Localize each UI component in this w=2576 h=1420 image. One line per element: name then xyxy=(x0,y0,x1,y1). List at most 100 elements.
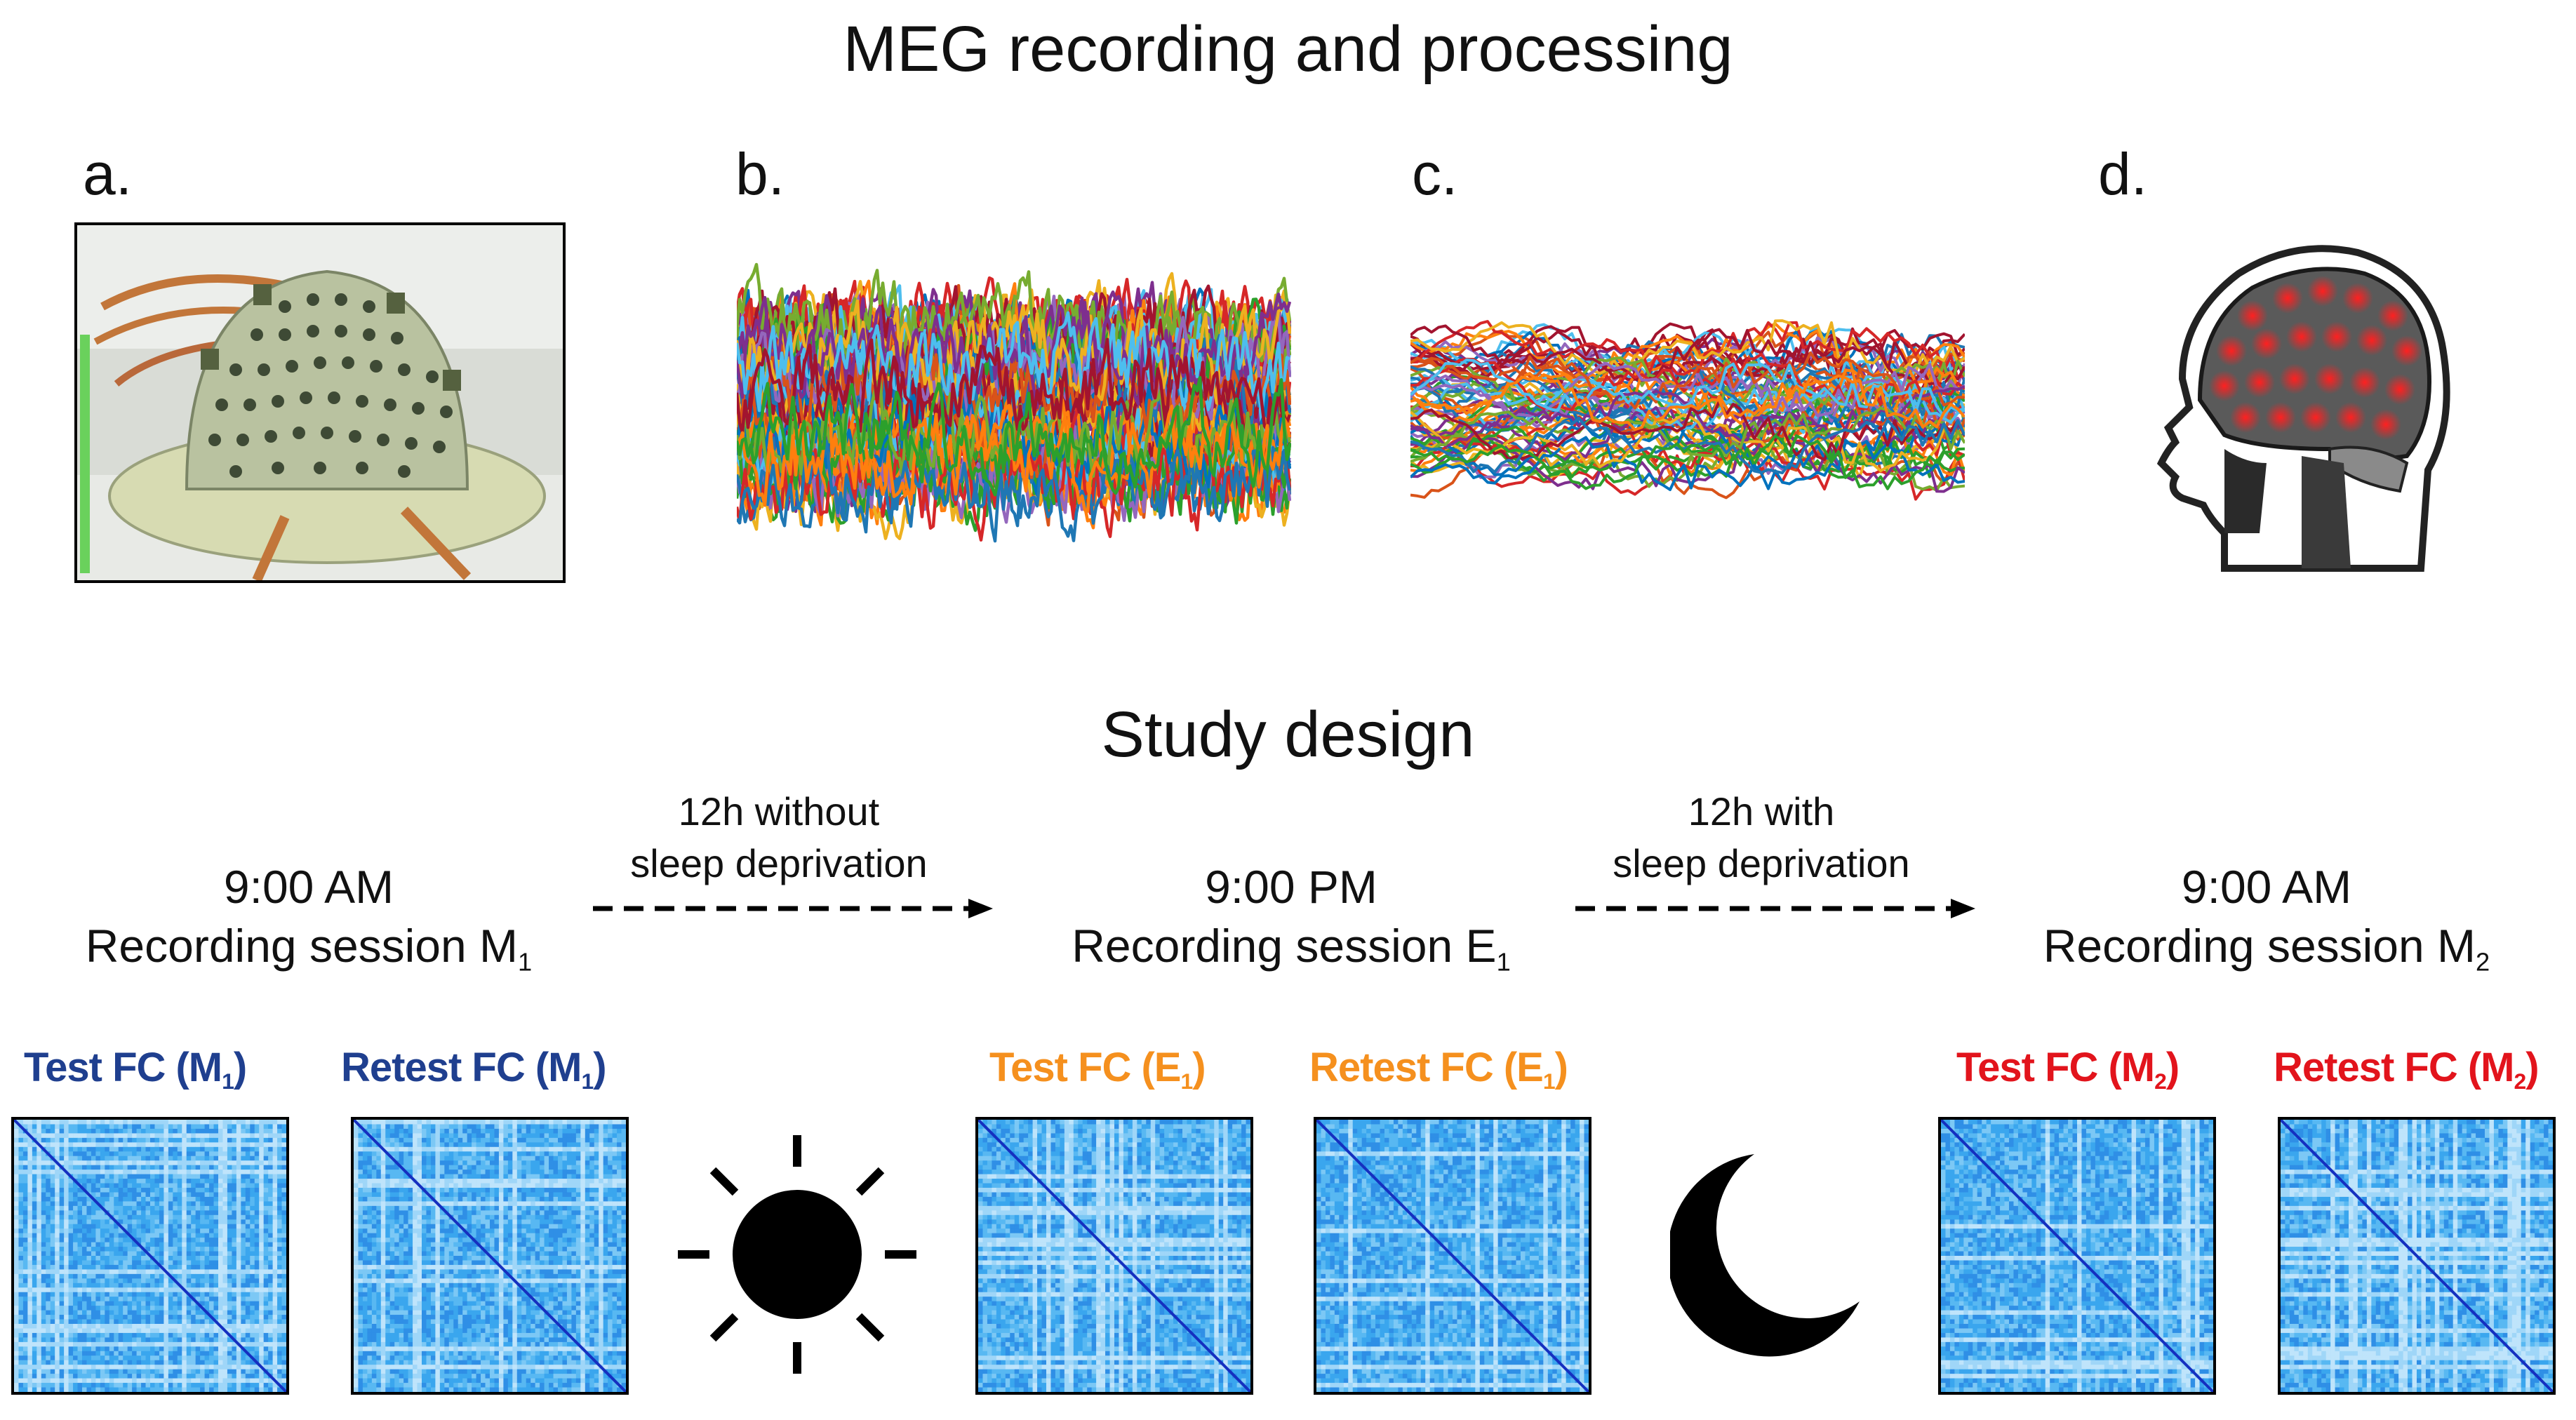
fc-matrix-cell xyxy=(173,1156,178,1161)
fc-matrix-cell xyxy=(417,1160,422,1165)
fc-matrix-cell xyxy=(64,1315,69,1320)
fc-matrix-cell xyxy=(59,1133,65,1139)
fc-matrix-cell xyxy=(272,1287,278,1293)
fc-matrix-cell xyxy=(549,1120,554,1125)
fc-matrix-cell xyxy=(599,1124,603,1130)
fc-matrix-cell xyxy=(173,1324,178,1329)
fc-matrix-cell xyxy=(41,1332,46,1338)
fc-matrix-cell xyxy=(86,1383,92,1388)
fc-matrix-cell xyxy=(177,1374,182,1379)
fc-matrix-cell xyxy=(580,1137,586,1143)
fc-matrix-cell xyxy=(277,1124,282,1130)
fc-matrix-cell xyxy=(245,1188,251,1193)
fc-matrix-cell xyxy=(105,1260,110,1266)
fc-matrix-cell xyxy=(213,1341,219,1347)
fc-matrix-cell xyxy=(245,1224,251,1229)
fc-matrix-cell xyxy=(32,1219,37,1225)
fc-matrix-cell xyxy=(380,1387,386,1393)
fc-matrix-cell xyxy=(154,1383,160,1388)
fc-matrix-cell xyxy=(55,1256,60,1261)
fc-matrix-cell xyxy=(603,1133,608,1139)
fc-matrix-cell xyxy=(259,1188,264,1193)
fc-matrix-cell xyxy=(27,1224,33,1229)
fc-matrix-cell xyxy=(18,1188,24,1193)
fc-matrix-cell xyxy=(358,1332,363,1338)
fc-matrix-cell xyxy=(512,1137,518,1143)
fc-matrix-cell xyxy=(86,1247,92,1252)
fc-matrix-cell xyxy=(59,1179,65,1184)
fc-matrix-cell xyxy=(91,1188,96,1193)
fc-matrix-cell xyxy=(259,1256,264,1261)
fc-matrix-cell xyxy=(68,1315,74,1320)
fc-matrix-cell xyxy=(123,1128,128,1134)
fc-matrix-cell xyxy=(444,1137,450,1143)
fc-matrix-cell xyxy=(145,1278,151,1284)
fc-matrix-cell xyxy=(227,1160,232,1165)
fc-matrix-cell xyxy=(186,1332,192,1338)
fc-matrix-cell xyxy=(200,1179,205,1184)
fc-matrix-cell xyxy=(132,1151,137,1157)
fc-label-retest-e1: Retest FC (E1) xyxy=(1309,1044,1568,1094)
fc-matrix-cell xyxy=(213,1273,219,1279)
fc-matrix-cell xyxy=(18,1383,24,1388)
fc-matrix-cell xyxy=(232,1205,237,1211)
fc-matrix-cell xyxy=(399,1120,404,1125)
fc-matrix-cell xyxy=(159,1306,164,1311)
panel-label-b: b. xyxy=(735,140,785,208)
fc-matrix-cell xyxy=(399,1238,404,1242)
fc-matrix-cell xyxy=(250,1324,255,1329)
fc-matrix-cell xyxy=(109,1160,114,1165)
fc-matrix-cell xyxy=(549,1146,554,1152)
fc-matrix-cell xyxy=(123,1156,128,1161)
trace-line xyxy=(1410,374,1965,431)
fc-matrix-cell xyxy=(227,1242,232,1247)
fc-matrix-cell xyxy=(481,1133,486,1139)
fc-matrix-cell xyxy=(191,1260,196,1266)
fc-matrix-cell xyxy=(141,1337,146,1343)
fc-matrix-cell xyxy=(380,1228,386,1233)
fc-matrix-cell xyxy=(64,1165,69,1170)
fc-matrix-cell xyxy=(64,1233,69,1238)
fc-matrix-cell xyxy=(254,1319,260,1325)
fc-matrix-cell xyxy=(22,1219,28,1225)
fc-matrix-cell xyxy=(132,1205,137,1211)
fc-matrix-cell xyxy=(376,1160,382,1165)
fc-matrix-cell xyxy=(358,1278,363,1284)
fc-matrix-cell xyxy=(150,1374,155,1379)
fc-matrix-cell xyxy=(109,1192,114,1198)
fc-matrix-cell xyxy=(227,1156,232,1161)
fc-matrix-cell xyxy=(127,1315,133,1320)
fc-matrix-cell xyxy=(394,1355,399,1361)
fc-matrix-cell xyxy=(159,1188,164,1193)
fc-matrix-cell xyxy=(385,1328,391,1334)
fc-matrix-cell xyxy=(227,1233,232,1238)
fc-matrix-cell xyxy=(376,1319,382,1325)
fc-matrix-cell xyxy=(358,1256,363,1261)
fc-matrix-cell xyxy=(376,1351,382,1356)
fc-matrix-cell xyxy=(399,1224,404,1229)
fc-matrix-cell xyxy=(367,1247,373,1252)
fc-matrix-cell xyxy=(232,1287,237,1293)
fc-matrix-cell xyxy=(154,1160,160,1165)
fc-matrix-cell xyxy=(430,1137,436,1143)
fc-matrix-cell xyxy=(145,1196,151,1202)
fc-matrix-cell xyxy=(154,1128,160,1134)
fc-matrix-cell xyxy=(159,1142,164,1148)
fc-matrix-cell xyxy=(150,1351,155,1356)
fc-matrix-cell xyxy=(263,1142,269,1148)
fc-matrix-cell xyxy=(132,1301,137,1306)
fc-matrix-cell xyxy=(141,1170,146,1174)
fc-matrix-cell xyxy=(272,1365,278,1369)
fc-matrix-cell xyxy=(182,1233,187,1238)
fc-matrix-cell xyxy=(132,1137,137,1143)
fc-matrix-cell xyxy=(485,1120,490,1125)
fc-matrix-cell xyxy=(250,1142,255,1148)
fc-matrix-cell xyxy=(263,1264,269,1270)
fc-matrix-cell xyxy=(18,1133,24,1139)
fc-matrix-cell xyxy=(380,1360,386,1365)
fc-matrix-cell xyxy=(22,1260,28,1266)
fc-matrix-cell xyxy=(458,1156,463,1161)
fc-matrix-cell xyxy=(462,1137,467,1143)
fc-matrix-cell xyxy=(59,1387,65,1393)
fc-matrix-cell xyxy=(232,1137,237,1143)
